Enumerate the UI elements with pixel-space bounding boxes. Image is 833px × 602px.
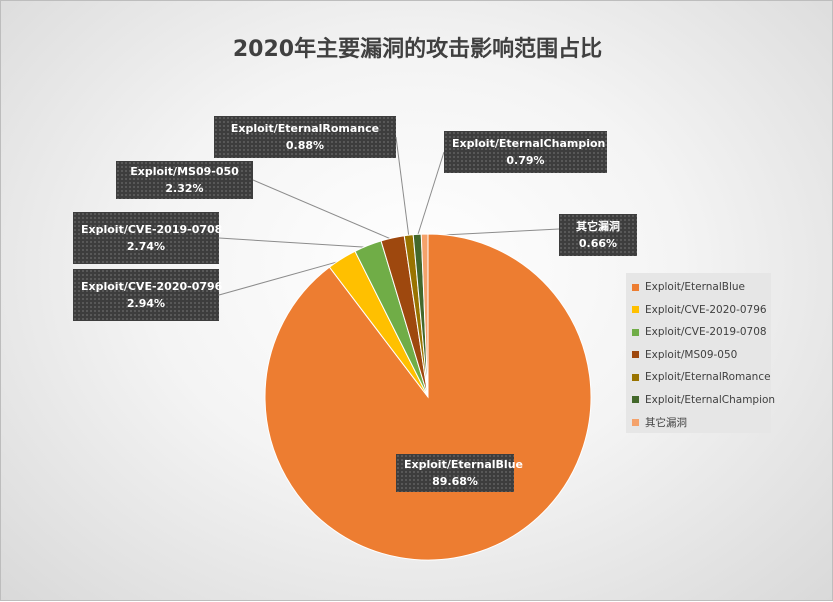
data-label: Exploit/EternalChampion 0.79% [444, 131, 607, 173]
leader-line [218, 259, 344, 296]
legend-label: Exploit/EternalBlue [645, 281, 746, 293]
legend-swatch [632, 396, 639, 403]
legend: Exploit/EternalBlue Exploit/CVE-2020-0796… [626, 273, 775, 433]
legend-swatch [632, 373, 639, 381]
data-label-value: 0.88% [285, 139, 325, 152]
legend-swatch [632, 351, 639, 358]
data-label: Exploit/CVE-2019-0708 2.74% [73, 212, 223, 264]
leader-line [252, 179, 394, 241]
legend-label: Exploit/MS09-050 [645, 348, 738, 361]
data-label-name: Exploit/MS09-050 [130, 165, 239, 178]
data-label-name: 其它漏洞 [576, 220, 620, 233]
legend-item: Exploit/CVE-2019-0708 [632, 324, 767, 340]
data-label: Exploit/MS09-050 2.32% [116, 161, 253, 199]
leader-lines [218, 136, 560, 296]
legend-item: Exploit/CVE-2020-0796 [632, 302, 767, 318]
data-label-value: 0.66% [578, 237, 618, 250]
legend-item: Exploit/EternalRomance [632, 369, 771, 385]
data-label-name: Exploit/EternalBlue [404, 458, 523, 471]
leader-line [416, 151, 445, 237]
data-label-value: 2.74% [126, 240, 166, 253]
legend-label: 其它漏洞 [645, 416, 687, 429]
legend-item: Exploit/EternalBlue [632, 279, 745, 295]
legend-swatch [632, 306, 639, 313]
data-label-name: Exploit/CVE-2019-0708 [81, 223, 223, 236]
data-label-name: Exploit/EternalRomance [230, 122, 380, 135]
legend-label: Exploit/CVE-2019-0708 [645, 326, 767, 338]
pie-slices [264, 233, 592, 561]
data-label: Exploit/EternalRomance 0.88% [214, 116, 396, 158]
legend-swatch [632, 328, 639, 336]
legend-swatch [632, 418, 639, 426]
legend-label: Exploit/CVE-2020-0796 [645, 303, 767, 316]
data-label: Exploit/EternalBlue 89.68% [396, 454, 523, 492]
data-label-value: 2.94% [126, 297, 166, 310]
data-label: 其它漏洞 0.66% [559, 214, 637, 256]
data-label: Exploit/CVE-2020-0796 2.94% [73, 269, 223, 321]
legend-item: Exploit/EternalChampion [632, 392, 775, 408]
chart-title: 2020年主要漏洞的攻击影响范围占比 [232, 37, 603, 62]
legend-item: Exploit/MS09-050 [632, 347, 737, 363]
legend-label: Exploit/EternalRomance [645, 371, 771, 383]
data-label-value: 2.32% [165, 182, 204, 195]
data-label-name: Exploit/CVE-2020-0796 [81, 280, 223, 293]
data-label-value: 0.79% [506, 154, 545, 167]
pie-slice [420, 233, 429, 398]
leader-line [395, 136, 410, 238]
legend-item: 其它漏洞 [632, 414, 687, 430]
data-label-name: Exploit/EternalChampion [452, 137, 606, 150]
legend-swatch [632, 283, 639, 291]
leader-line [218, 237, 369, 248]
legend-label: Exploit/EternalChampion [645, 393, 776, 406]
data-label-value: 89.68% [432, 475, 478, 488]
